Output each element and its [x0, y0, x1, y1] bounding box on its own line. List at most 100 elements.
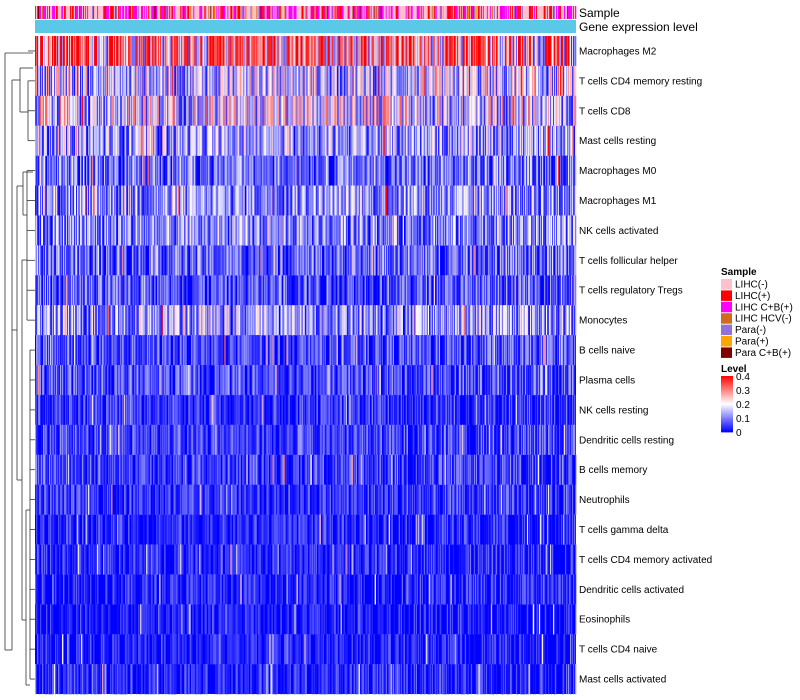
heatmap-cell — [222, 245, 224, 276]
sample-annotation-cell — [99, 6, 101, 19]
heatmap-cell — [428, 215, 431, 246]
heatmap-cell — [456, 36, 459, 67]
heatmap-cell — [472, 185, 475, 216]
heatmap-cell — [80, 245, 82, 276]
heatmap-cell — [108, 275, 110, 306]
heatmap-cell — [47, 95, 49, 127]
heatmap-cell — [297, 275, 299, 306]
heatmap-cell — [413, 215, 416, 246]
heatmap-cell — [176, 95, 178, 127]
heatmap-cell — [521, 36, 524, 67]
heatmap-cell — [543, 215, 546, 246]
sample-annotation-cell — [428, 6, 431, 19]
heatmap-cell — [454, 95, 457, 127]
heatmap-cell — [225, 275, 227, 306]
heatmap-cell — [372, 185, 374, 216]
heatmap-cell — [558, 125, 561, 156]
heatmap-cell — [364, 95, 366, 127]
heatmap-cell — [565, 95, 568, 127]
heatmap-cell — [87, 245, 89, 276]
heatmap-cell — [95, 305, 97, 336]
heatmap-cell — [162, 95, 164, 127]
heatmap-cell — [379, 36, 381, 67]
heatmap-cell — [474, 95, 477, 127]
heatmap-cell — [211, 215, 213, 246]
sample-annotation-cell — [220, 6, 222, 19]
heatmap-cell — [459, 275, 462, 306]
heatmap-cell — [459, 185, 462, 216]
sample-annotation-cell — [423, 6, 426, 19]
heatmap-cell — [327, 125, 329, 156]
heatmap-cell — [560, 65, 563, 97]
heatmap-cell — [214, 36, 216, 67]
heatmap-cell — [370, 65, 372, 97]
heatmap-cell — [437, 245, 440, 276]
heatmap-cell — [359, 185, 361, 216]
heatmap-cell — [275, 245, 277, 276]
sample-annotation-cell — [488, 6, 491, 19]
heatmap-cell — [323, 215, 325, 246]
heatmap-cell — [226, 155, 228, 186]
heatmap-cell — [412, 95, 414, 127]
heatmap-cell — [492, 155, 495, 186]
heatmap-cell — [117, 125, 119, 156]
heatmap-cell — [202, 215, 204, 246]
heatmap-cell — [196, 245, 198, 276]
sample-annotation-cell — [80, 6, 82, 19]
heatmap-cell — [531, 185, 534, 216]
heatmap-cell — [515, 36, 518, 67]
heatmap-cell — [239, 215, 241, 246]
heatmap-cell — [143, 36, 145, 67]
sample-annotation-cell — [388, 6, 390, 19]
heatmap-cell — [256, 155, 258, 186]
heatmap-cell — [39, 155, 41, 186]
heatmap-cell — [327, 245, 329, 276]
heatmap-cell — [169, 215, 171, 246]
heatmap-cell — [211, 95, 213, 127]
sample-annotation-cell — [296, 6, 298, 19]
heatmap-cell — [493, 65, 496, 97]
heatmap-cell — [276, 36, 278, 67]
heatmap-cell — [337, 215, 339, 246]
heatmap-cell — [454, 155, 457, 186]
heatmap-cell — [226, 245, 228, 276]
heatmap-cell — [363, 155, 365, 186]
heatmap-cell — [518, 275, 521, 306]
heatmap-cell — [106, 275, 108, 306]
sample-annotation-cell — [374, 6, 376, 19]
heatmap-cell — [430, 275, 433, 306]
heatmap-cell — [156, 65, 158, 97]
heatmap-cell — [368, 155, 370, 186]
heatmap-cell — [79, 125, 81, 156]
heatmap-cell — [146, 36, 148, 67]
sample-annotation-cell — [502, 6, 505, 19]
heatmap-cell — [236, 36, 238, 67]
heatmap-cell — [394, 125, 396, 156]
heatmap-cell — [60, 155, 62, 186]
heatmap-cell — [469, 245, 472, 276]
heatmap-cell — [142, 36, 144, 67]
heatmap-cell — [541, 125, 544, 156]
heatmap-cell — [141, 65, 143, 97]
heatmap-cell — [321, 36, 323, 67]
heatmap-cell — [434, 65, 437, 97]
heatmap-cell — [261, 95, 263, 127]
heatmap-cell — [250, 245, 252, 276]
heatmap-cell — [511, 275, 514, 306]
sample-annotation-cell — [465, 6, 468, 19]
heatmap-cell — [181, 125, 183, 156]
heatmap-cell — [219, 215, 221, 246]
heatmap-cell — [538, 65, 541, 97]
heatmap-cell — [234, 65, 236, 97]
heatmap-cell — [428, 275, 431, 306]
heatmap-cell — [498, 215, 501, 246]
heatmap-cell — [379, 95, 381, 127]
heatmap-cell — [408, 155, 410, 186]
sample-annotation-cell — [285, 6, 287, 19]
heatmap-cell — [251, 275, 253, 306]
heatmap-cell — [442, 95, 445, 127]
heatmap-cell — [201, 155, 203, 186]
heatmap-cell — [417, 95, 420, 127]
sample-annotation-cell — [102, 6, 104, 19]
heatmap-cell — [385, 275, 387, 306]
